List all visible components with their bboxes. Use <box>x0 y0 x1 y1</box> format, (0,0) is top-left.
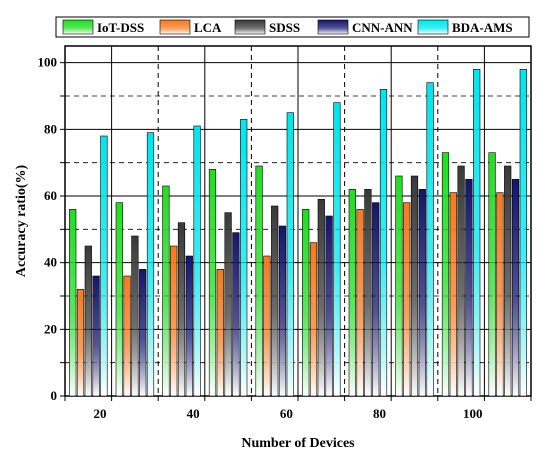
legend-swatch <box>417 19 449 35</box>
y-axis: 0 20 40 60 80 100 <box>38 55 65 403</box>
bar-bda-ams <box>286 112 294 397</box>
bar-iot-dss <box>208 169 217 397</box>
bar-iot-dss <box>395 175 403 397</box>
x-tick-label: 80 <box>373 406 386 421</box>
bar-lca <box>216 269 224 397</box>
bar-sdss <box>271 205 279 397</box>
bar-cnn-ann <box>511 179 520 397</box>
bar-bda-ams <box>240 119 248 397</box>
bar-lca <box>403 202 411 397</box>
bar-lca <box>449 192 457 397</box>
bar-sdss <box>317 199 325 397</box>
bars <box>69 69 527 397</box>
bar-cnn-ann <box>325 215 333 397</box>
bar-sdss <box>364 189 372 397</box>
legend-swatch <box>159 19 191 35</box>
legend-label: LCA <box>194 20 222 35</box>
bar-cnn-ann <box>92 275 100 397</box>
bar-iot-dss <box>488 152 496 397</box>
y-axis-title: Accuracy ratio(%) <box>14 164 29 277</box>
legend-swatch <box>317 19 349 35</box>
bar-lca <box>170 245 178 397</box>
bar-iot-dss <box>69 209 77 397</box>
bar-lca <box>123 275 131 397</box>
bar-iot-dss <box>302 209 310 397</box>
legend-label: CNN-ANN <box>352 20 413 35</box>
bar-lca <box>356 209 364 397</box>
bar-sdss <box>504 165 512 397</box>
x-tick-label: 60 <box>280 406 293 421</box>
bar-bda-ams <box>333 102 341 397</box>
y-tick-label: 0 <box>51 388 58 403</box>
bar-lca <box>309 242 318 397</box>
bar-bda-ams <box>100 135 108 397</box>
y-tick-label: 80 <box>44 121 57 136</box>
bar-sdss <box>410 175 419 397</box>
bar-lca <box>76 289 85 397</box>
y-tick-label: 40 <box>44 255 57 270</box>
bar-sdss <box>177 222 186 397</box>
y-tick-label: 100 <box>38 55 58 70</box>
legend-label: BDA-AMS <box>452 20 513 35</box>
bar-bda-ams <box>379 89 388 397</box>
bar-iot-dss <box>441 152 450 397</box>
bar-iot-dss <box>255 165 263 397</box>
bar-cnn-ann <box>139 269 147 397</box>
bar-iot-dss <box>348 189 356 397</box>
y-tick-label: 60 <box>44 188 57 203</box>
bar-bda-ams <box>426 82 434 397</box>
legend-label: SDSS <box>269 20 300 35</box>
bar-bda-ams <box>519 69 527 397</box>
y-tick-label: 20 <box>44 321 57 336</box>
bar-sdss <box>457 165 465 397</box>
legend-swatch <box>234 19 266 35</box>
bar-iot-dss <box>115 202 123 397</box>
legend-swatch <box>62 19 94 35</box>
x-tick-label: 100 <box>463 406 483 421</box>
bar-cnn-ann <box>232 232 240 397</box>
bar-cnn-ann <box>465 179 473 397</box>
bar-cnn-ann <box>418 189 426 397</box>
legend: IoT-DSS LCA SDSS CNN-ANN BDA-AMS <box>55 16 530 38</box>
bar-bda-ams <box>146 132 155 397</box>
bar-sdss <box>131 235 139 397</box>
bar-iot-dss <box>162 185 170 397</box>
x-tick-label: 20 <box>93 406 106 421</box>
bar-cnn-ann <box>278 225 287 397</box>
bar-cnn-ann <box>185 255 193 397</box>
bar-cnn-ann <box>372 202 380 397</box>
bar-sdss <box>224 212 232 397</box>
bar-bda-ams <box>193 125 201 397</box>
legend-label: IoT-DSS <box>97 20 144 35</box>
bar-lca <box>263 255 271 397</box>
bar-bda-ams <box>473 69 481 397</box>
x-axis-title: Number of Devices <box>241 436 355 451</box>
bar-sdss <box>84 245 92 397</box>
x-axis: 20 40 60 80 100 <box>64 396 532 421</box>
bar-lca <box>496 192 504 397</box>
x-tick-label: 40 <box>187 406 200 421</box>
